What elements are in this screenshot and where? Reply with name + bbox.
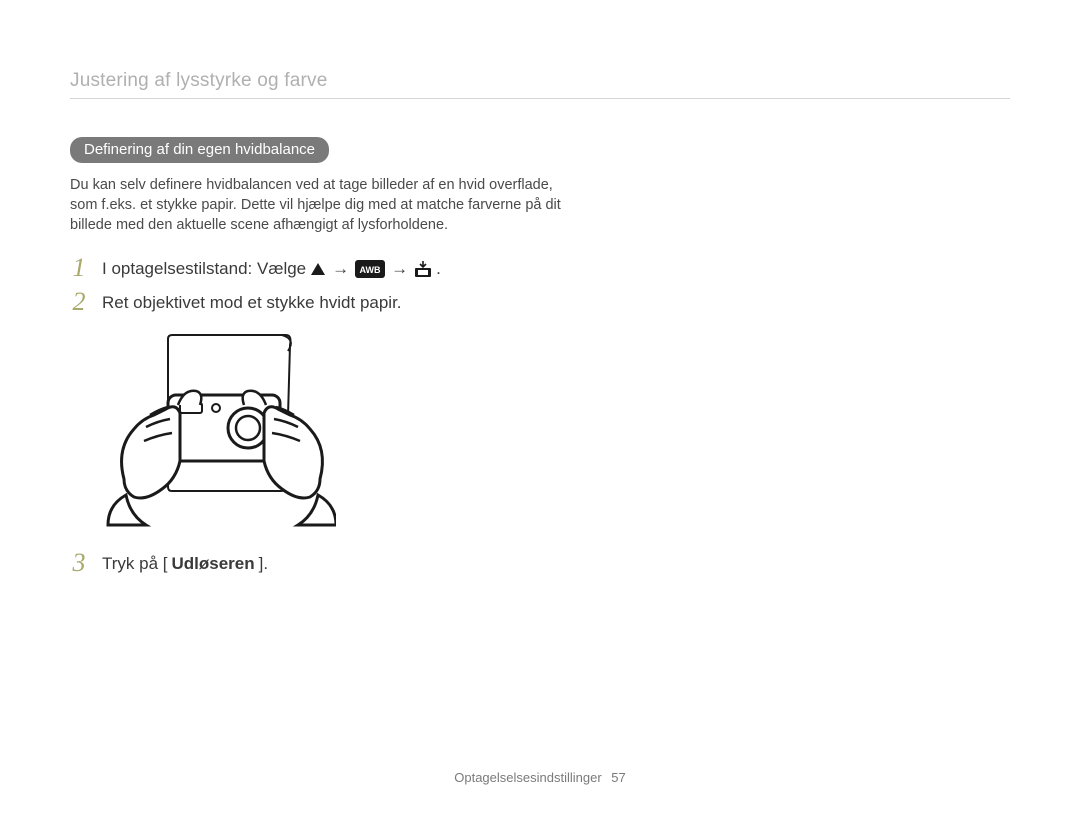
step-text: Ret objektivet mod et stykke hvidt papir… — [102, 291, 402, 315]
step-prefix: I optagelsestilstand: Vælge — [102, 257, 306, 281]
custom-wb-icon — [414, 260, 432, 278]
svg-text:AWB: AWB — [360, 265, 381, 275]
step-number: 1 — [70, 255, 88, 281]
step-prefix: Tryk på [ — [102, 552, 168, 576]
section-body: Du kan selv definere hvidbalancen ved at… — [70, 175, 570, 235]
step-suffix: . — [436, 257, 441, 281]
page-footer: Optagelselsesindstillinger 57 — [0, 770, 1080, 785]
step-text: Tryk på [Udløseren]. — [102, 552, 268, 576]
awb-badge-icon: AWB — [355, 260, 385, 278]
content-column: Definering af din egen hvidbalance Du ka… — [70, 137, 570, 578]
step-suffix: ]. — [259, 552, 268, 576]
up-triangle-icon — [310, 262, 326, 276]
step-plain-text: Ret objektivet mod et stykke hvidt papir… — [102, 291, 402, 315]
footer-page-number: 57 — [611, 770, 625, 785]
step-number: 3 — [70, 550, 88, 576]
manual-page: Justering af lysstyrke og farve Defineri… — [0, 0, 1080, 815]
step-text: I optagelsestilstand: Vælge → AWB → — [102, 257, 441, 281]
step-bold: Udløseren — [172, 552, 255, 576]
arrow-separator: → — [389, 257, 410, 281]
step-row: 3 Tryk på [Udløseren]. — [70, 552, 570, 578]
step-row: 1 I optagelsestilstand: Vælge → AWB → — [70, 257, 570, 283]
steps-list: 1 I optagelsestilstand: Vælge → AWB → — [70, 257, 570, 578]
page-title: Justering af lysstyrke og farve — [70, 70, 1010, 99]
section-heading-pill: Definering af din egen hvidbalance — [70, 137, 329, 163]
arrow-separator: → — [330, 257, 351, 281]
step-number: 2 — [70, 289, 88, 315]
footer-section: Optagelselsesindstillinger — [454, 770, 601, 785]
hands-holding-camera-illustration — [106, 329, 570, 534]
step-row: 2 Ret objektivet mod et stykke hvidt pap… — [70, 291, 570, 317]
